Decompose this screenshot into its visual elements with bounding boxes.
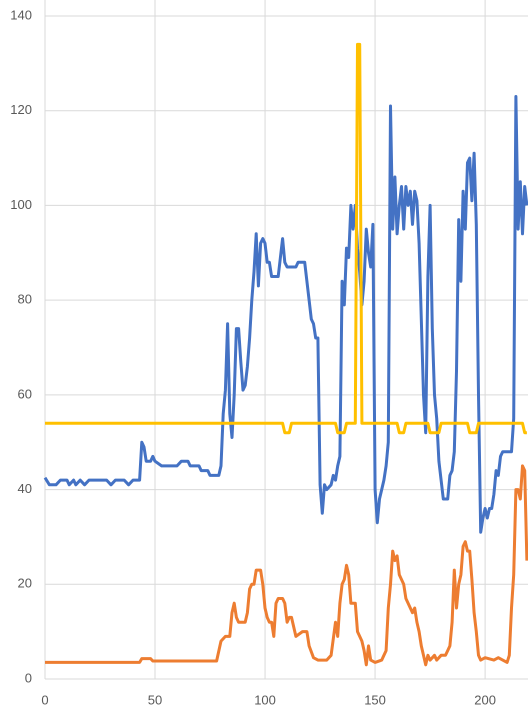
y-tick-label: 20 [18, 576, 32, 591]
y-tick-label: 100 [10, 197, 32, 212]
y-tick-label: 40 [18, 481, 32, 496]
y-tick-label: 140 [10, 7, 32, 22]
x-tick-label: 0 [41, 692, 48, 707]
x-tick-label: 100 [254, 692, 276, 707]
y-tick-label: 60 [18, 386, 32, 401]
line-series [45, 42, 527, 435]
line-series [43, 95, 528, 534]
y-tick-label: 0 [25, 670, 32, 685]
line-series [45, 464, 528, 667]
x-tick-label: 150 [364, 692, 386, 707]
y-tick-label: 80 [18, 292, 32, 307]
y-tick-label: 120 [10, 102, 32, 117]
x-tick-label: 200 [474, 692, 496, 707]
x-tick-label: 50 [148, 692, 162, 707]
